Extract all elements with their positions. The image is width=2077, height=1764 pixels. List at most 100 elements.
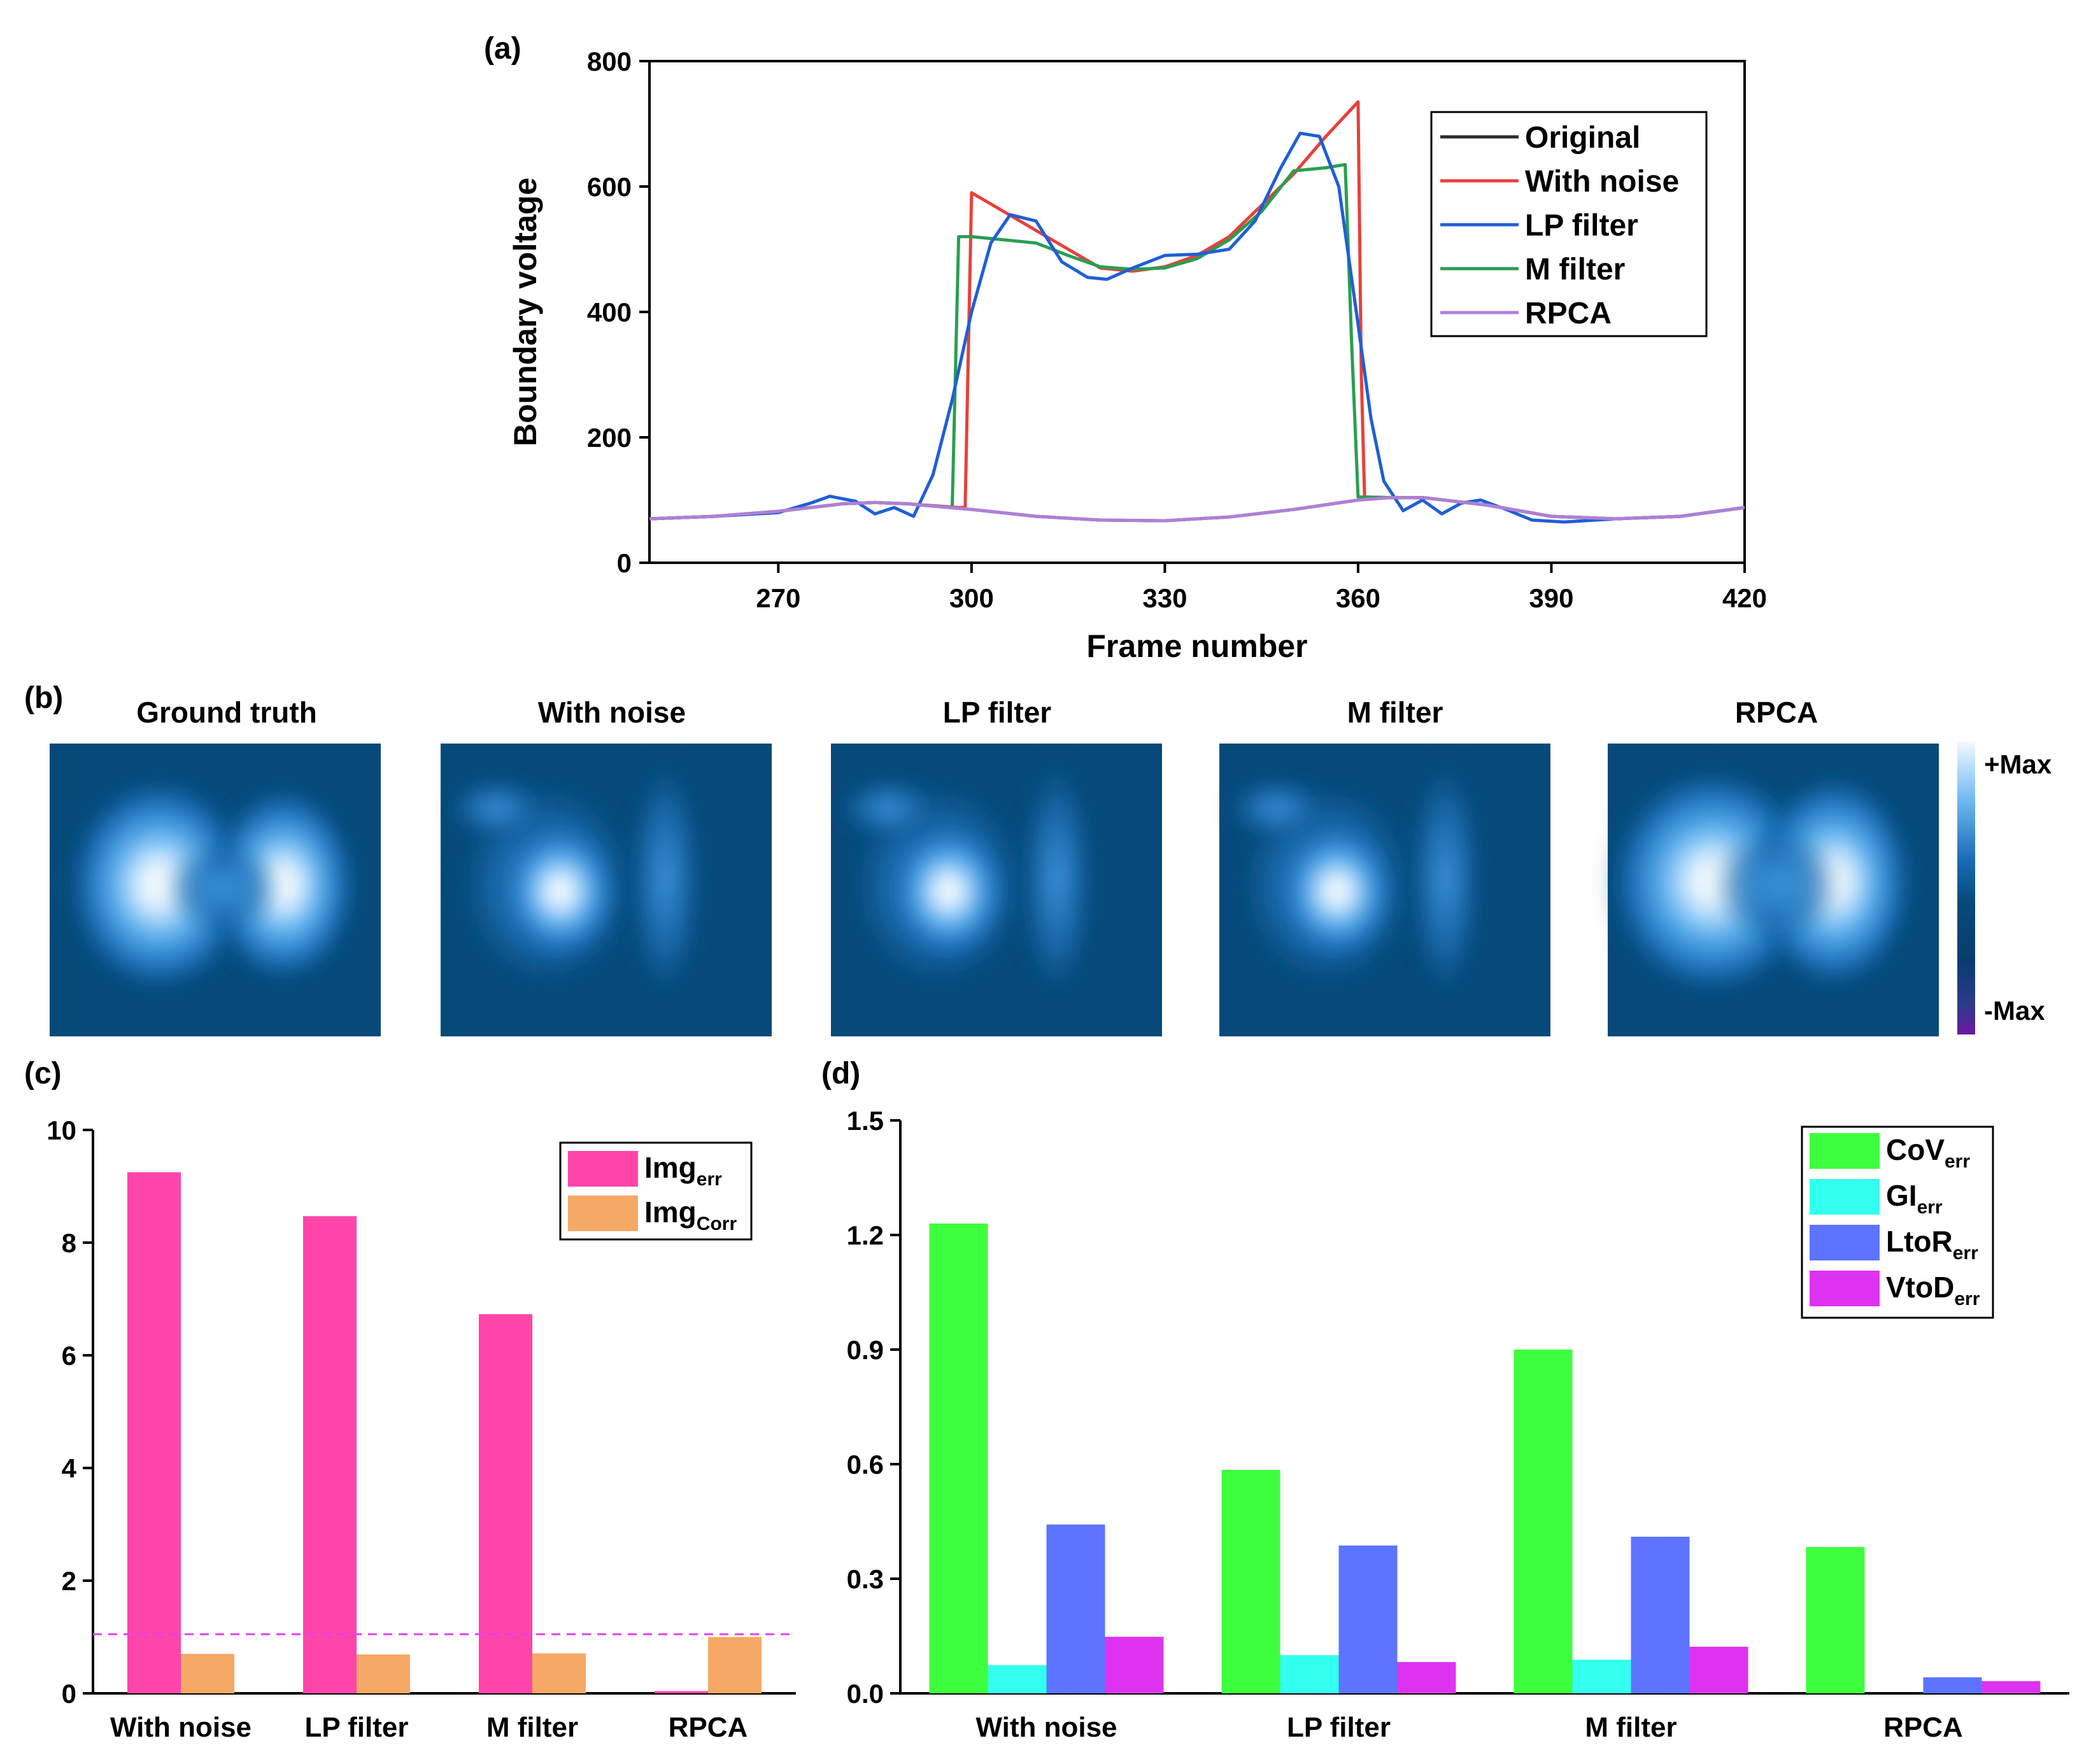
legend-swatch-vtod-err: [1810, 1271, 1880, 1306]
x-category-label: RPCA: [669, 1712, 748, 1743]
heatmap-rpca: [1605, 744, 1939, 1036]
bar-img-err-m-filter: [479, 1314, 532, 1693]
series-line-rpca: [649, 496, 1745, 523]
y-tick-label: 8: [62, 1228, 76, 1258]
y-tick-label: 2: [62, 1566, 76, 1596]
x-category-label: M filter: [1585, 1712, 1676, 1743]
x-axis-label-a: Frame number: [1086, 628, 1307, 664]
bar-img-err-with-noise: [127, 1172, 181, 1693]
y-tick-label: 400: [587, 297, 632, 327]
y-tick-label: 0: [62, 1679, 76, 1709]
bar-ltor-err-rpca: [1923, 1677, 1982, 1693]
bar-vtod-err-m-filter: [1689, 1646, 1748, 1693]
axis-ticks-c: 0 2 4 6 8 10 With noise LP filter M filter RPCA: [46, 1115, 748, 1743]
bar-vtod-err-with-noise: [1105, 1637, 1164, 1693]
panel-label-d: (d): [821, 1057, 860, 1090]
panel-label-c: (c): [24, 1057, 62, 1090]
legend-swatch-ltor-err: [1810, 1225, 1880, 1260]
legend-label-cov-err: CoVerr: [1886, 1133, 1970, 1172]
bar-gi-err-with-noise: [988, 1665, 1047, 1693]
bar-cov-err-rpca: [1806, 1547, 1865, 1693]
bar-ltor-err-lp-filter: [1338, 1545, 1398, 1693]
y-tick-label: 0: [617, 548, 632, 578]
legend-d: CoVerr GIerr LtoRerr VtoDerr: [1801, 1125, 1994, 1319]
line-series-a: [649, 100, 1745, 524]
bar-img-err-rpca: [655, 1691, 708, 1693]
legend-a: Original With noise LP filter M filter R…: [1430, 111, 1708, 337]
x-tick-label: 330: [1142, 583, 1187, 613]
bar-img-corr-with-noise: [181, 1654, 234, 1693]
panel-d: (d) 0.0 0.3 0.6 0.9 1.2 1.5 With noise LP filte…: [821, 1057, 2069, 1743]
legend-swatch-cov-err: [1810, 1133, 1880, 1169]
legend-label-gi-err: GIerr: [1886, 1179, 1943, 1218]
colorbar-min-label: -Max: [1984, 996, 2045, 1026]
legend-label-vtod-err: VtoDerr: [1886, 1271, 1980, 1309]
bar-ltor-err-with-noise: [1046, 1524, 1105, 1693]
bar-gi-err-lp-filter: [1280, 1655, 1339, 1693]
x-tick-label: 390: [1529, 583, 1573, 613]
bar-img-corr-lp-filter: [357, 1654, 410, 1693]
heatmap-title-rpca: RPCA: [1735, 696, 1818, 729]
x-tick-label: 420: [1722, 583, 1767, 613]
y-tick-label: 0.6: [847, 1450, 884, 1479]
heatmap-title-m-filter: M filter: [1347, 696, 1443, 729]
y-axis-label-a: Boundary voltage: [507, 178, 543, 446]
legend-label-img-corr: ImgCorr: [644, 1196, 737, 1234]
x-category-label: LP filter: [1287, 1712, 1391, 1743]
x-tick-label: 270: [756, 583, 800, 613]
legend-label-lp-filter: LP filter: [1525, 209, 1638, 243]
y-tick-label: 0.3: [847, 1564, 884, 1594]
panel-b: (b) Ground truth With noise LP filter M …: [24, 681, 2052, 1036]
legend-label-ltor-err: LtoRerr: [1886, 1225, 1978, 1264]
bar-vtod-err-lp-filter: [1397, 1662, 1456, 1693]
panel-label-a: (a): [484, 32, 521, 66]
bars-d: [929, 1224, 2041, 1693]
bar-cov-err-m-filter: [1513, 1350, 1573, 1693]
bar-ltor-err-m-filter: [1631, 1537, 1690, 1693]
heatmap-ground-truth: [50, 744, 381, 1036]
x-category-label: M filter: [486, 1712, 578, 1743]
colorbar: +Max -Max: [1957, 742, 2052, 1034]
x-category-label: With noise: [975, 1712, 1117, 1743]
y-tick-label: 10: [46, 1115, 76, 1145]
y-tick-label: 0.0: [847, 1679, 884, 1709]
bar-cov-err-with-noise: [929, 1224, 988, 1693]
legend-label-rpca: RPCA: [1525, 297, 1612, 330]
legend-label-img-err: Imgerr: [644, 1151, 722, 1190]
x-category-label: LP filter: [304, 1712, 408, 1743]
bar-img-corr-m-filter: [532, 1653, 586, 1693]
legend-label-m-filter: M filter: [1525, 253, 1625, 286]
x-category-label: With noise: [110, 1712, 252, 1743]
bar-cov-err-lp-filter: [1221, 1470, 1280, 1693]
legend-swatch-img-err: [568, 1151, 638, 1187]
y-tick-label: 0.9: [847, 1335, 884, 1365]
bar-vtod-err-rpca: [1981, 1681, 2041, 1693]
y-tick-label: 1.2: [847, 1220, 884, 1250]
heatmap-lp-filter: [831, 744, 1162, 1036]
y-tick-label: 600: [587, 172, 632, 202]
legend-label-original: Original: [1525, 121, 1640, 155]
heatmap-title-with-noise: With noise: [538, 696, 686, 729]
panel-c: (c) 0 2 4 6 8 10 With noise LP filter M filter RP…: [24, 1057, 796, 1743]
x-category-label: RPCA: [1883, 1712, 1963, 1743]
heatmap-title-ground-truth: Ground truth: [136, 696, 317, 729]
y-tick-label: 4: [62, 1453, 77, 1483]
legend-swatch-gi-err: [1810, 1179, 1880, 1215]
y-tick-label: 800: [587, 46, 632, 76]
heatmap-with-noise: [441, 744, 772, 1036]
panel-a: (a) 270 300 330 360 390 420 0 200 400 600 800 Boun…: [484, 32, 1767, 664]
y-tick-label: 200: [587, 423, 632, 453]
axis-ticks-a: 270 300 330 360 390 420 0 200 400 600 800: [587, 46, 1767, 613]
y-tick-label: 6: [62, 1341, 76, 1371]
panel-label-b: (b): [24, 681, 63, 715]
bar-img-err-lp-filter: [303, 1216, 357, 1693]
legend-c: Imgerr ImgCorr: [559, 1141, 753, 1241]
heatmap-m-filter: [1219, 744, 1550, 1036]
legend-label-with-noise: With noise: [1525, 165, 1679, 199]
bar-img-corr-rpca: [708, 1637, 762, 1693]
bars-c: [93, 1172, 796, 1693]
bar-gi-err-m-filter: [1572, 1660, 1631, 1693]
heatmap-title-lp-filter: LP filter: [943, 696, 1052, 729]
legend-swatch-img-corr: [568, 1196, 638, 1231]
